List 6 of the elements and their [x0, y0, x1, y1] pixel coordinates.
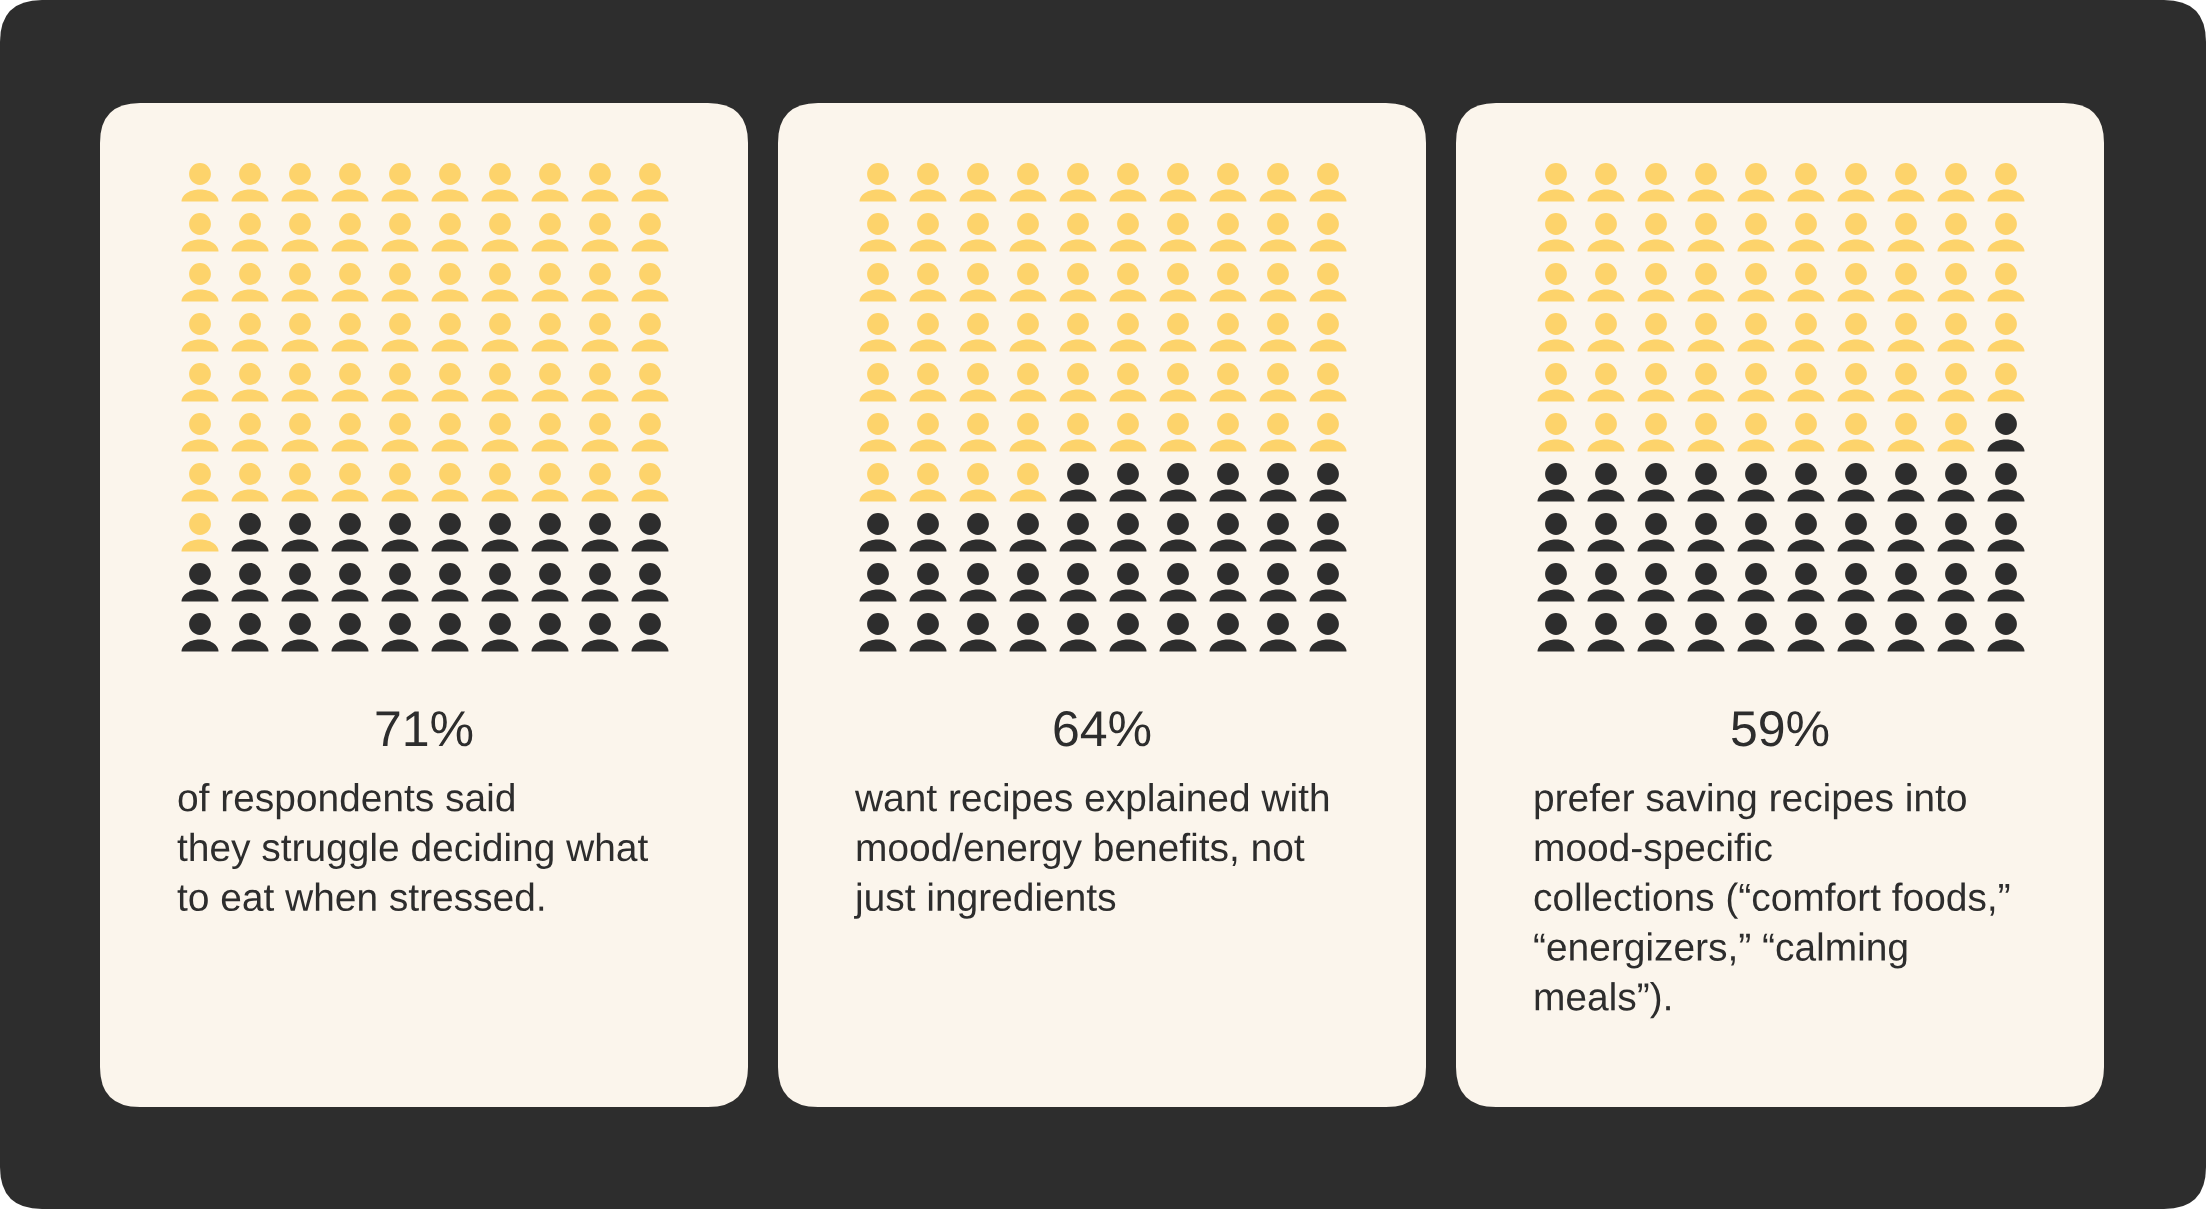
data-label: 59%: [1731, 711, 1829, 747]
text: of respondents said they struggle deciding what to eat when stressed.: [177, 783, 648, 912]
text: prefer saving recipes into mood-specific collections (“comfort foods,” “energizers,” “calming meals”).: [1534, 783, 2010, 1019]
data-label: 64%: [1054, 711, 1151, 747]
text: want recipes explained with mood/energy benefits, not just ingredients: [854, 783, 1329, 919]
data-label: 71%: [376, 711, 473, 747]
